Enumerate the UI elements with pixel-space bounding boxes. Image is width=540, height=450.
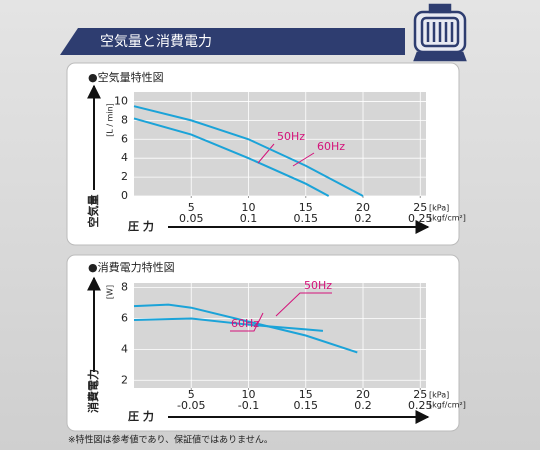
y-tick-label: 10	[114, 94, 128, 107]
x-tick-label: 20	[356, 201, 370, 214]
series-label: 60Hz	[231, 317, 259, 330]
y-tick-label: 4	[121, 151, 128, 164]
x2-tick-label: 0.2	[354, 212, 372, 225]
y-tick-label: 2	[121, 170, 128, 183]
blower-icon	[413, 3, 467, 62]
y-tick-label: 2	[121, 373, 128, 386]
plot-area	[134, 283, 426, 388]
x2-tick-label: 0.15	[294, 399, 319, 412]
x2-tick-label: -0.05	[177, 399, 205, 412]
footnote: ※特性図は参考値であり、保証値ではありません。	[68, 434, 273, 446]
y-tick-label: 8	[121, 281, 128, 294]
x-axis-label: 圧 力	[128, 219, 154, 233]
annotation-leader	[275, 292, 332, 317]
x-tick-label: 25	[413, 201, 427, 214]
data-line	[133, 117, 330, 197]
y-tick-label: 4	[121, 342, 128, 355]
chart-title: ●空気量特性図	[88, 70, 164, 84]
data-line	[133, 317, 324, 332]
x2-tick-label: 0.05	[179, 212, 204, 225]
y-axis-label: 消費電力	[86, 369, 100, 413]
header-title: 空気量と消費電力	[100, 34, 212, 50]
annotation-leader	[257, 143, 275, 164]
y-tick-label: 6	[121, 312, 128, 325]
y-tick-label: 6	[121, 132, 128, 145]
x2-tick-label: -0.1	[238, 399, 259, 412]
data-line	[133, 105, 364, 197]
y-unit: [W]	[106, 285, 115, 299]
x-tick-label: 10	[242, 388, 256, 401]
x2-unit: [kgf/cm²]	[429, 401, 466, 410]
x2-unit: [kgf/cm²]	[429, 214, 466, 223]
y-unit: [L / min]	[106, 103, 115, 137]
x-unit: [kPa]	[429, 204, 449, 213]
plot-area	[134, 92, 426, 196]
x-axis-label: 圧 力	[128, 409, 154, 423]
x-tick-label: 10	[242, 201, 256, 214]
annotation-leader	[230, 312, 264, 332]
x-tick-label: 20	[356, 388, 370, 401]
chart-title: ●消費電力特性図	[88, 260, 175, 274]
annotation-leader	[292, 152, 315, 167]
series-label: 50Hz	[304, 279, 332, 292]
x-tick-label: 5	[188, 201, 195, 214]
header-bar	[60, 28, 405, 55]
x2-tick-label: 0.1	[240, 212, 258, 225]
x2-tick-label: 0.15	[294, 212, 319, 225]
x-tick-label: 25	[413, 388, 427, 401]
y-axis-label: 空気量	[86, 195, 100, 228]
x-tick-label: 15	[299, 201, 313, 214]
data-line	[133, 303, 358, 354]
y-tick-label: 0	[121, 189, 128, 202]
x2-tick-label: 0.25	[408, 399, 433, 412]
x-tick-label: 5	[188, 388, 195, 401]
series-label: 60Hz	[317, 140, 345, 153]
series-label: 50Hz	[277, 130, 305, 143]
x-unit: [kPa]	[429, 391, 449, 400]
x-tick-label: 15	[299, 388, 313, 401]
y-tick-label: 8	[121, 113, 128, 126]
x2-tick-label: 0.2	[354, 399, 372, 412]
